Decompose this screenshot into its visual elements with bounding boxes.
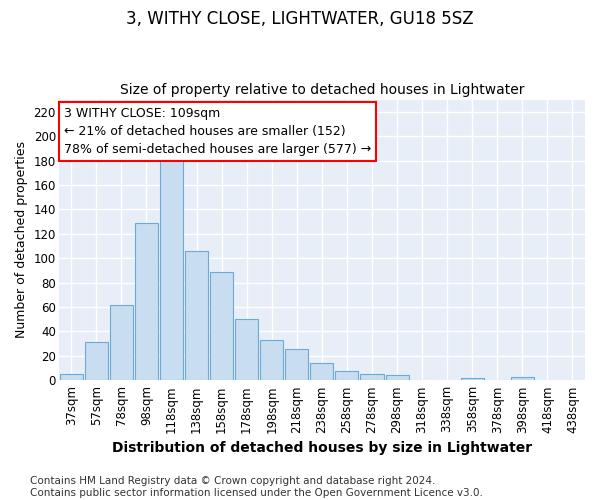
Bar xyxy=(260,340,283,380)
Bar xyxy=(110,304,133,380)
Y-axis label: Number of detached properties: Number of detached properties xyxy=(15,142,28,338)
Bar xyxy=(511,376,534,380)
Bar xyxy=(335,370,358,380)
Text: Contains HM Land Registry data © Crown copyright and database right 2024.
Contai: Contains HM Land Registry data © Crown c… xyxy=(30,476,483,498)
Bar xyxy=(386,376,409,380)
Bar xyxy=(461,378,484,380)
Bar xyxy=(135,223,158,380)
Text: 3 WITHY CLOSE: 109sqm
← 21% of detached houses are smaller (152)
78% of semi-det: 3 WITHY CLOSE: 109sqm ← 21% of detached … xyxy=(64,106,371,156)
Text: 3, WITHY CLOSE, LIGHTWATER, GU18 5SZ: 3, WITHY CLOSE, LIGHTWATER, GU18 5SZ xyxy=(126,10,474,28)
Title: Size of property relative to detached houses in Lightwater: Size of property relative to detached ho… xyxy=(119,83,524,97)
Bar xyxy=(310,363,334,380)
Bar xyxy=(235,320,258,380)
Bar xyxy=(210,272,233,380)
Bar xyxy=(160,160,183,380)
Bar xyxy=(60,374,83,380)
Bar xyxy=(85,342,108,380)
Bar xyxy=(285,348,308,380)
X-axis label: Distribution of detached houses by size in Lightwater: Distribution of detached houses by size … xyxy=(112,441,532,455)
Bar xyxy=(361,374,383,380)
Bar xyxy=(185,251,208,380)
